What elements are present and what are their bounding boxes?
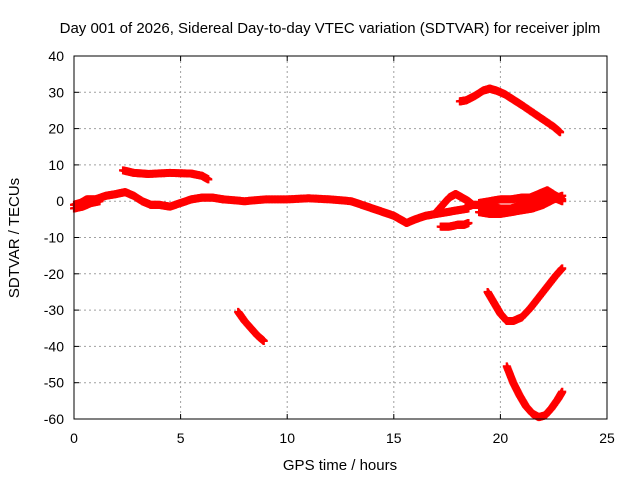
x-tick-label: 10 — [279, 430, 295, 446]
y-tick-label: 30 — [48, 84, 64, 100]
axis-ticks: 0 5 10 15 20 25 -60 -50 -40 -30 -20 -10 0 10 20 30 40 — [44, 48, 615, 446]
data-point — [556, 128, 565, 137]
data-point — [464, 218, 473, 227]
plot-frame — [73, 55, 608, 420]
data-point — [259, 336, 268, 345]
y-axis-label: SDTVAR / TECUs — [6, 178, 23, 298]
series-arc-3 — [119, 166, 213, 184]
chart-title: Day 001 of 2026, Sidereal Day-to-day VTE… — [60, 20, 601, 37]
y-tick-label: 10 — [48, 157, 64, 173]
y-tick-label: -40 — [44, 338, 64, 354]
data-point — [558, 387, 567, 396]
series-arc-9 — [475, 186, 567, 208]
y-tick-label: 0 — [56, 193, 64, 209]
y-tick-label: -60 — [44, 411, 64, 427]
data-point — [558, 264, 567, 273]
x-tick-label: 5 — [177, 430, 185, 446]
y-tick-label: 40 — [48, 48, 64, 64]
data-points — [70, 84, 567, 422]
series-arc-11 — [234, 307, 268, 345]
data-point — [558, 195, 567, 204]
x-axis-label: GPS time / hours — [283, 457, 397, 474]
y-tick-label: -30 — [44, 302, 64, 318]
x-tick-label: 0 — [70, 430, 78, 446]
y-tick-label: -10 — [44, 230, 64, 246]
x-tick-label: 25 — [599, 430, 615, 446]
data-point — [204, 175, 213, 184]
y-tick-label: -20 — [44, 266, 64, 282]
y-tick-label: -50 — [44, 375, 64, 391]
x-tick-label: 20 — [493, 430, 509, 446]
series-arc-8 — [475, 191, 567, 218]
data-point — [95, 197, 104, 206]
x-tick-label: 15 — [386, 430, 402, 446]
series-arc-2 — [70, 197, 104, 213]
series-arc-12 — [483, 264, 567, 325]
series-arc-10 — [455, 84, 565, 137]
y-tick-label: 20 — [48, 121, 64, 137]
series-arc-13 — [502, 362, 567, 422]
series-arc-6 — [436, 218, 473, 231]
